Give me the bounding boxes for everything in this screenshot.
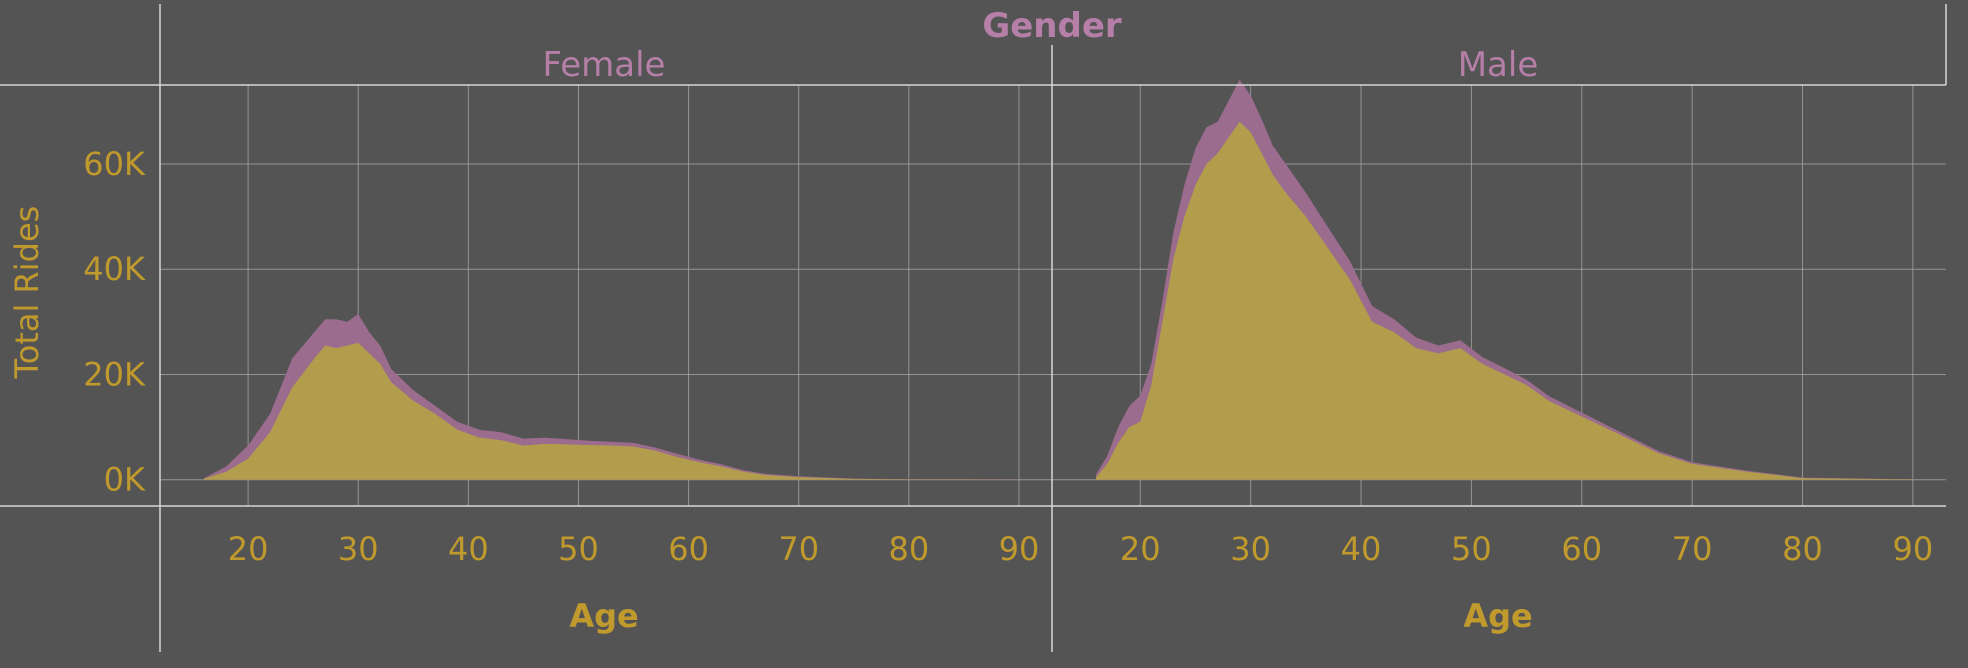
y-tick-label-3: 60K <box>83 145 146 183</box>
x-tick-label-male-4: 60 <box>1561 530 1602 568</box>
x-tick-label-male-2: 40 <box>1341 530 1382 568</box>
x-tick-label-male-5: 70 <box>1672 530 1713 568</box>
y-tick-label-2: 40K <box>83 250 146 288</box>
x-axis-label-male: Age <box>1463 597 1532 635</box>
facet-title: Gender <box>982 6 1122 46</box>
x-tick-label-female-4: 60 <box>668 530 709 568</box>
x-tick-label-female-6: 80 <box>888 530 929 568</box>
x-tick-label-male-0: 20 <box>1120 530 1161 568</box>
y-tick-label-1: 20K <box>83 355 146 393</box>
y-tick-labels: 0K 20K 40K 60K <box>83 145 146 499</box>
area-series-1-male <box>1096 121 1913 480</box>
x-tick-label-female-5: 70 <box>778 530 819 568</box>
x-tick-label-female-7: 90 <box>999 530 1040 568</box>
y-axis-label: Total Rides <box>8 206 46 380</box>
x-tick-label-male-6: 80 <box>1782 530 1823 568</box>
area-series-1-female <box>204 342 1019 480</box>
x-axis-label-female: Age <box>569 597 638 635</box>
panel-header-female: Female <box>543 45 666 85</box>
x-tick-label-male-7: 90 <box>1893 530 1934 568</box>
x-tick-label-female-0: 20 <box>228 530 269 568</box>
x-tick-label-female-3: 50 <box>558 530 599 568</box>
area-layer <box>204 79 1913 480</box>
x-tick-labels: 20 30 40 50 60 70 80 90 20 30 40 50 60 70 80 90 <box>228 530 1934 568</box>
x-tick-label-male-1: 30 <box>1230 530 1271 568</box>
y-tick-label-0: 0K <box>104 461 146 499</box>
frame-layer <box>0 4 1947 652</box>
x-tick-label-female-2: 40 <box>448 530 489 568</box>
x-tick-label-male-3: 50 <box>1451 530 1492 568</box>
x-tick-label-female-1: 30 <box>338 530 379 568</box>
panel-header-male: Male <box>1458 45 1539 85</box>
